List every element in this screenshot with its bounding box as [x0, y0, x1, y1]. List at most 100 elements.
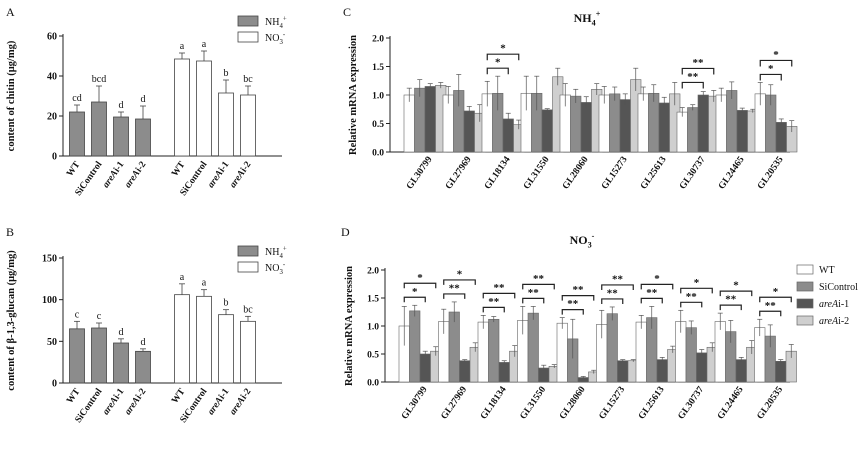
panel-b-legend-label: NH4+ — [265, 246, 287, 261]
panel-d-significance-bracket — [680, 287, 713, 294]
panel-d-significance-marker: ** — [612, 273, 624, 285]
panel-c-significance-bracket — [681, 67, 715, 75]
panel-b-y-tick-label: 50 — [47, 337, 57, 348]
panel-a-x-tick-label: areAi-1 — [101, 160, 126, 190]
panel-d-y-tick-label: 2.0 — [367, 267, 379, 277]
panel-d-title: NO3- — [570, 232, 595, 250]
panel-b-y-axis-label: content of β-1,3-glucan (μg/mg) — [6, 250, 17, 391]
panel-d-legend-label-suffix: i-1 — [838, 299, 849, 310]
panel-b-legend-label-base: NH — [265, 247, 279, 258]
panel-a-bar — [135, 118, 151, 157]
panel-b-x-tick-label: WT — [170, 386, 188, 405]
panel-d-x-tick-label: GL20535 — [756, 385, 786, 422]
panel-d-bar — [606, 313, 618, 383]
panel-d-significance-bracket — [482, 292, 516, 299]
panel-b-x-tick-label: areAi-2 — [228, 387, 253, 417]
panel-b-legend-label-sub: 4 — [279, 253, 283, 260]
panel-a-x-tick-label: areAi-2 — [228, 160, 253, 190]
panel-d-significance-marker: ** — [646, 287, 658, 299]
panel-d-y-tick-label: 0.0 — [367, 379, 379, 389]
panel-d-bar — [448, 311, 460, 383]
panel-d-bar — [419, 353, 431, 383]
panel-d-significance-bracket — [759, 310, 782, 317]
panel-d-legend-label: areAi-2 — [819, 316, 849, 327]
panel-b-legend-label: NO3- — [265, 262, 286, 277]
panel-d-x-tick-label: GL27969 — [440, 385, 470, 422]
panel-c-bar — [658, 102, 670, 153]
panel-c-bar — [726, 90, 738, 153]
panel-c-bar — [541, 109, 553, 153]
panel-d-significance-marker: ** — [449, 282, 461, 294]
panel-a-x-tick-label: areAi-1 — [206, 160, 231, 190]
panel-c-y-tick-label: 1.5 — [372, 63, 384, 73]
panel-b-significance-letter: a — [202, 278, 207, 289]
panel-d-y-tick-label: 1.5 — [367, 295, 379, 305]
panel-c-x-tick-label: GL30737 — [678, 155, 708, 192]
panel-d-significance-marker: * — [694, 277, 700, 289]
panel-d-bar — [775, 360, 787, 383]
panel-c-bar — [697, 94, 709, 153]
panel-a-legend-label-sup: - — [283, 32, 286, 39]
panel-d-legend-label-italic: areA — [819, 299, 839, 310]
panel-d-significance-bracket — [482, 306, 505, 313]
panel-a-legend-swatch — [237, 31, 259, 43]
panel-d-significance-bracket — [403, 296, 426, 303]
panel-b-legend-label-base: NO — [265, 263, 279, 274]
panel-d-significance-marker: * — [417, 272, 423, 284]
panel-b-x-tick-label: areAi-1 — [206, 387, 231, 417]
panel-c-bar — [775, 122, 787, 153]
panel-b-significance-letter: b — [224, 298, 229, 309]
panel-b-significance-letter: d — [119, 327, 124, 338]
panel-d-bar — [735, 359, 747, 383]
panel-d-title-base: NO — [570, 233, 588, 247]
panel-d-x-tick-label: GL31550 — [519, 385, 549, 422]
panel-d-legend-swatch — [796, 264, 814, 275]
panel-a-significance-letter: bcd — [92, 74, 106, 85]
panel-d-bar — [556, 322, 568, 383]
panel-c-title-sup: + — [596, 10, 601, 19]
panel-b-significance-letter: c — [97, 311, 102, 322]
panel-d-significance-bracket — [759, 296, 792, 303]
panel-d-bar — [635, 321, 647, 383]
panel-b-bar — [91, 327, 107, 384]
panel-c-x-tick-label: GL15273 — [600, 155, 630, 192]
panel-d-bar — [696, 352, 708, 383]
panel-d-bar — [409, 310, 421, 383]
panel-a-letter: A — [6, 5, 15, 19]
panel-a-legend-label-base: NO — [265, 33, 279, 44]
panel-a-x-tick-label: WT — [65, 159, 83, 178]
panel-c-significance-marker: * — [500, 43, 506, 55]
panel-a-bar — [69, 111, 85, 157]
panel-d-legend-label: WT — [819, 265, 835, 276]
panel-d-significance-marker: ** — [573, 284, 585, 296]
panel-c-title-base: NH — [574, 11, 593, 25]
panel-c-bar — [424, 86, 436, 153]
panel-d-legend-swatch — [796, 281, 814, 292]
panel-d-significance-marker: ** — [494, 282, 506, 294]
panel-d-significance-bracket — [601, 298, 624, 304]
panel-d-significance-marker: ** — [765, 300, 777, 312]
panel-d-x-tick-label: GL24465 — [716, 385, 746, 422]
panel-d-bar — [477, 321, 489, 383]
panel-c-x-tick-label: GL30799 — [405, 155, 435, 192]
panel-a-legend-label-sup: + — [283, 16, 287, 23]
panel-d-significance-marker: * — [457, 268, 463, 280]
panel-d-title-sup: - — [592, 232, 595, 241]
panel-d-bar — [617, 360, 629, 383]
panel-d-bar — [488, 318, 500, 383]
panel-d-significance-bracket — [522, 283, 555, 290]
panel-c-bar — [463, 110, 475, 153]
panel-d-bar — [459, 360, 471, 383]
panel-d-letter: D — [341, 225, 350, 239]
panel-c-y-tick-label: 0.5 — [372, 120, 384, 130]
panel-a-significance-letter: bc — [243, 74, 253, 85]
panel-b-y-tick-label: 0 — [52, 379, 57, 390]
panel-c-y-tick-label: 0.0 — [372, 149, 384, 159]
panel-a-y-tick-label: 60 — [47, 32, 57, 43]
panel-c-significance-bracket — [681, 81, 704, 89]
panel-c-bar — [570, 95, 582, 153]
panel-c-bar — [609, 93, 621, 153]
panel-d-significance-marker: * — [733, 280, 739, 292]
panel-a-x-tick-label: WT — [170, 159, 188, 178]
panel-d-x-tick-label: GL25613 — [637, 385, 667, 422]
